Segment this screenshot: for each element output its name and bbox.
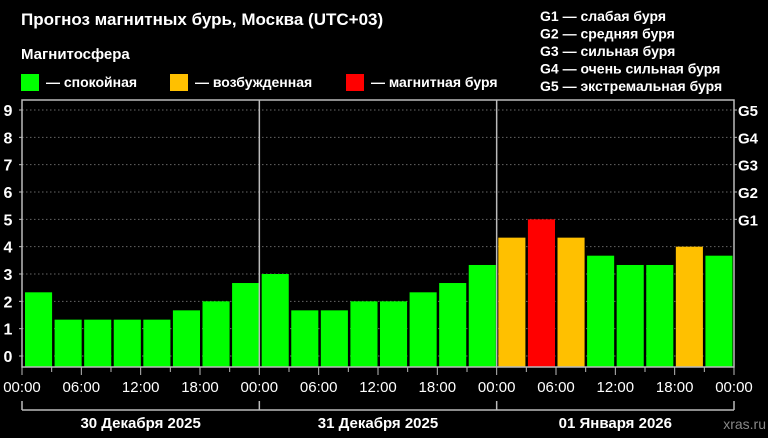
x-tick-label-3: 18:00: [181, 379, 219, 396]
storm-level-3: G4 — очень сильная буря: [540, 61, 720, 77]
x-tick-label-11: 18:00: [656, 379, 694, 396]
bar-23: [705, 255, 733, 367]
legend: — спокойная — возбужденная — магнитная бур…: [21, 74, 498, 91]
x-tick-label-10: 12:00: [597, 379, 635, 396]
chart-title: Прогноз магнитных бурь, Москва (UTC+03): [21, 10, 383, 29]
y-tick-label-2: 2: [4, 294, 13, 311]
y-tick-label-7: 7: [4, 158, 13, 175]
bar-5: [172, 310, 200, 367]
bar-17: [527, 219, 555, 367]
legend-title: Магнитосфера: [21, 46, 130, 63]
y-tick-label-3: 3: [4, 267, 13, 284]
y-tick-label-9: 9: [4, 103, 13, 120]
x-tick-label-2: 12:00: [122, 379, 160, 396]
legend-label-1: — возбужденная: [195, 74, 312, 90]
bar-1: [54, 319, 82, 367]
bar-22: [675, 246, 703, 367]
x-tick-label-12: 00:00: [715, 379, 753, 396]
right-tick-label-0: G1: [738, 212, 758, 229]
right-tick-label-3: G4: [738, 130, 759, 147]
gridlines: [22, 109, 734, 357]
bar-15: [468, 264, 496, 367]
right-tick-label-1: G2: [738, 185, 758, 202]
x-tick-label-8: 00:00: [478, 379, 516, 396]
legend-swatch-0: [21, 74, 39, 91]
x-tick-label-0: 00:00: [3, 379, 41, 396]
y-tick-label-4: 4: [4, 240, 13, 257]
bars: [25, 219, 733, 367]
y-tick-label-5: 5: [4, 212, 13, 229]
x-tick-label-6: 12:00: [359, 379, 397, 396]
axes: 0 1 2 3 4 5 6 7 8 9 G1 G2 G3 G4 G5 00:00 06:00 12:00 18:00…: [3, 99, 759, 432]
bar-3: [113, 319, 141, 367]
right-tick-label-4: G5: [738, 103, 758, 120]
bar-14: [439, 283, 467, 367]
bar-2: [84, 319, 112, 367]
y-tick-label-0: 0: [4, 349, 13, 366]
x-tick-label-1: 06:00: [63, 379, 101, 396]
right-tick-label-2: G3: [738, 158, 758, 175]
bar-10: [320, 310, 348, 367]
legend-swatch-2: [346, 74, 364, 91]
day-label-2: 01 Января 2026: [559, 415, 672, 432]
x-tick-label-5: 06:00: [300, 379, 338, 396]
bar-19: [587, 255, 615, 367]
storm-level-1: G2 — средняя буря: [540, 26, 675, 42]
y-tick-label-8: 8: [4, 130, 13, 147]
bar-20: [616, 264, 644, 367]
day-label-0: 30 Декабря 2025: [80, 415, 200, 432]
legend-label-0: — спокойная: [46, 74, 137, 90]
day-label-1: 31 Декабря 2025: [318, 415, 438, 432]
storm-level-4: G5 — экстремальная буря: [540, 78, 722, 94]
watermark: xras.ru: [723, 416, 766, 432]
bar-7: [232, 283, 260, 367]
storm-level-2: G3 — сильная буря: [540, 43, 675, 59]
bar-11: [350, 301, 378, 367]
bar-9: [291, 310, 319, 367]
bar-21: [646, 264, 674, 367]
x-tick-label-7: 18:00: [419, 379, 457, 396]
legend-label-2: — магнитная буря: [371, 74, 498, 90]
bar-13: [409, 292, 437, 367]
y-tick-label-1: 1: [4, 322, 13, 339]
x-tick-label-4: 00:00: [241, 379, 279, 396]
bar-16: [498, 237, 526, 367]
y-tick-label-6: 6: [4, 185, 13, 202]
bar-18: [557, 237, 585, 367]
bar-6: [202, 301, 230, 367]
bar-0: [25, 292, 53, 367]
storm-level-0: G1 — слабая буря: [540, 8, 666, 24]
x-tick-label-9: 06:00: [537, 379, 575, 396]
legend-swatch-1: [170, 74, 188, 91]
bar-12: [380, 301, 408, 367]
bar-8: [261, 274, 289, 367]
bar-4: [143, 319, 171, 367]
